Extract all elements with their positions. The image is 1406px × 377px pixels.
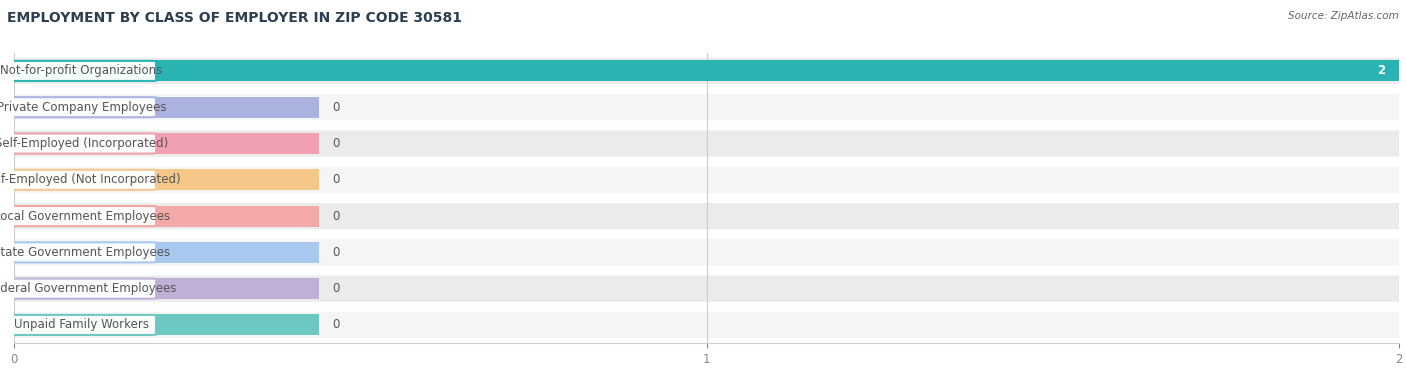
FancyBboxPatch shape — [8, 315, 156, 335]
FancyBboxPatch shape — [8, 170, 156, 190]
FancyBboxPatch shape — [8, 242, 156, 262]
FancyBboxPatch shape — [14, 94, 1399, 120]
Text: EMPLOYMENT BY CLASS OF EMPLOYER IN ZIP CODE 30581: EMPLOYMENT BY CLASS OF EMPLOYER IN ZIP C… — [7, 11, 463, 25]
Text: 2: 2 — [1376, 64, 1385, 77]
FancyBboxPatch shape — [14, 58, 1399, 84]
FancyBboxPatch shape — [14, 203, 1399, 229]
FancyBboxPatch shape — [14, 239, 1399, 265]
Bar — [14, 205, 319, 227]
Text: 0: 0 — [333, 101, 340, 114]
Bar — [14, 242, 319, 263]
FancyBboxPatch shape — [14, 167, 1399, 193]
Text: 0: 0 — [333, 319, 340, 331]
FancyBboxPatch shape — [8, 133, 156, 153]
Text: Not-for-profit Organizations: Not-for-profit Organizations — [0, 64, 163, 77]
Text: 0: 0 — [333, 137, 340, 150]
Bar — [14, 278, 319, 299]
Bar — [14, 133, 319, 154]
Text: Federal Government Employees: Federal Government Employees — [0, 282, 176, 295]
Text: 0: 0 — [333, 246, 340, 259]
Bar — [14, 314, 319, 336]
Text: Unpaid Family Workers: Unpaid Family Workers — [14, 319, 149, 331]
Bar — [14, 97, 319, 118]
Bar — [14, 60, 1399, 81]
FancyBboxPatch shape — [14, 276, 1399, 302]
Bar — [14, 169, 319, 190]
Text: Private Company Employees: Private Company Employees — [0, 101, 166, 114]
Text: Source: ZipAtlas.com: Source: ZipAtlas.com — [1288, 11, 1399, 21]
FancyBboxPatch shape — [8, 97, 156, 117]
Text: Local Government Employees: Local Government Employees — [0, 210, 170, 222]
Text: 0: 0 — [333, 173, 340, 186]
Text: 0: 0 — [333, 210, 340, 222]
FancyBboxPatch shape — [8, 61, 156, 81]
FancyBboxPatch shape — [8, 206, 156, 226]
Text: Self-Employed (Incorporated): Self-Employed (Incorporated) — [0, 137, 169, 150]
Text: 0: 0 — [333, 282, 340, 295]
FancyBboxPatch shape — [14, 312, 1399, 338]
FancyBboxPatch shape — [14, 130, 1399, 156]
Text: Self-Employed (Not Incorporated): Self-Employed (Not Incorporated) — [0, 173, 180, 186]
FancyBboxPatch shape — [8, 279, 156, 299]
Text: State Government Employees: State Government Employees — [0, 246, 170, 259]
